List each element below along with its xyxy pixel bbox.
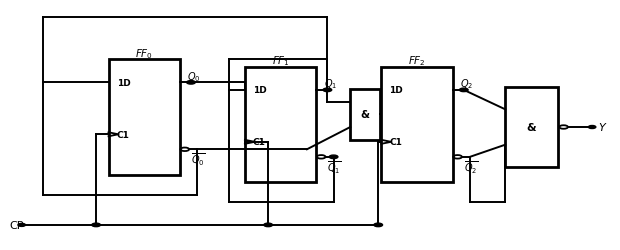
Text: C1: C1 (117, 130, 130, 139)
Text: $\overline{Q_2}$: $\overline{Q_2}$ (464, 158, 478, 175)
Circle shape (374, 223, 383, 227)
Bar (245, 68, 316, 182)
Circle shape (323, 89, 332, 92)
Text: &: & (361, 110, 370, 120)
Text: $FF_1$: $FF_1$ (272, 54, 290, 68)
Text: $Q_2$: $Q_2$ (460, 78, 473, 91)
Circle shape (264, 223, 272, 227)
Circle shape (92, 223, 100, 227)
Circle shape (329, 156, 338, 159)
Circle shape (18, 224, 25, 226)
Text: $Q_1$: $Q_1$ (324, 78, 337, 91)
Text: C1: C1 (389, 138, 402, 147)
Circle shape (187, 81, 195, 85)
Circle shape (459, 89, 468, 92)
Text: 1D: 1D (117, 78, 130, 88)
Text: 1D: 1D (389, 86, 403, 95)
Text: CP: CP (9, 220, 24, 230)
Bar (108, 60, 180, 175)
Bar (350, 90, 380, 140)
Text: $FF_2$: $FF_2$ (408, 54, 426, 68)
Text: &: & (527, 122, 536, 132)
Bar (381, 68, 453, 182)
Text: $\overline{Q_1}$: $\overline{Q_1}$ (327, 158, 342, 175)
Text: $\overline{Q_0}$: $\overline{Q_0}$ (191, 151, 205, 168)
Bar (505, 88, 558, 168)
Text: 1D: 1D (253, 86, 267, 95)
Text: Y: Y (598, 122, 605, 132)
Text: $FF_0$: $FF_0$ (135, 47, 153, 60)
Text: $Q_0$: $Q_0$ (187, 70, 201, 84)
Circle shape (588, 126, 596, 129)
Text: C1: C1 (253, 138, 266, 147)
